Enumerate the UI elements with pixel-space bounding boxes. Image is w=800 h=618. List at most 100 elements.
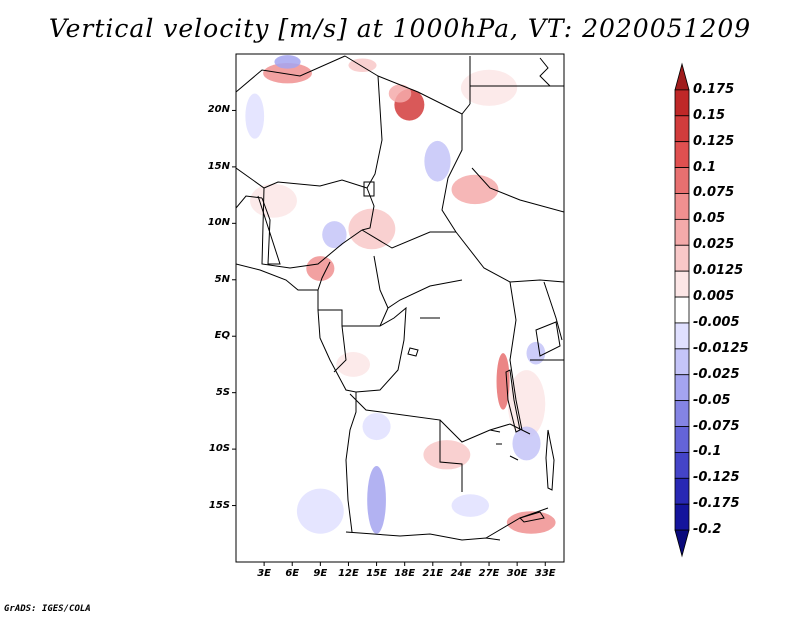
chart-title: Vertical velocity [m/s] at 1000hPa, VT: …: [48, 14, 752, 43]
lon-label: 9E: [313, 568, 328, 579]
lake-chad: [363, 181, 375, 197]
colorbar-segment: [674, 89, 690, 117]
lat-label: 15S: [208, 499, 230, 511]
lake-kariba: [519, 511, 545, 523]
blue-patch-18: [367, 466, 386, 534]
colorbar-segment: [674, 218, 690, 246]
blue-patch-21: [526, 341, 546, 365]
border-benin: [257, 195, 281, 265]
red-patch-13: [507, 370, 546, 438]
lakes-drc: [407, 317, 519, 461]
border-burkina: [236, 195, 263, 209]
border-congo-drc: [355, 306, 407, 393]
lat-label: 15N: [207, 160, 230, 172]
border-sudan-south: [471, 167, 564, 213]
lon-label: 24E: [450, 568, 472, 579]
border-chad-car: [361, 229, 456, 249]
colorbar-segment: [674, 400, 690, 427]
lon-label: 21E: [422, 568, 444, 579]
border-chad-cameroon: [361, 187, 375, 231]
lake-victoria: [535, 321, 561, 357]
colorbar-segment: [674, 141, 690, 168]
colorbar-level-label: -0.1: [693, 444, 722, 460]
lon-label: 15E: [366, 568, 387, 579]
colorbar-level-label: 0.005: [693, 289, 735, 305]
velocity-field: [245, 55, 556, 534]
colorbar-segment: [674, 322, 690, 350]
colorbar-level-label: -0.2: [693, 522, 722, 538]
border-cameroon-car: [373, 255, 463, 309]
colorbar-segment: [674, 115, 690, 143]
colorbar-segment: [674, 477, 690, 505]
colorbar-segment: [674, 426, 690, 453]
border-niger-chad: [366, 75, 383, 189]
colorbar-level-label: 0.05: [693, 211, 726, 227]
border-algeria-libya: [344, 55, 379, 77]
colorbar-segment: [674, 193, 690, 220]
lake-malawi: [545, 429, 555, 491]
colorbar-segment: [674, 270, 690, 298]
colorbar-segment: [674, 244, 690, 272]
colorbar-segment: [674, 167, 690, 194]
blue-patch-15: [424, 140, 451, 182]
colorbar-segment: [674, 529, 690, 558]
red-patch-0: [263, 63, 312, 84]
blue-patch-19: [512, 426, 541, 461]
colorbar-level-label: 0.075: [693, 185, 735, 201]
lon-label: 27E: [478, 568, 500, 579]
colorbar-segment: [674, 296, 690, 324]
red-patch-4: [460, 69, 518, 106]
colorbar-level-label: 0.175: [693, 81, 735, 97]
blue-patch-16: [245, 93, 265, 139]
lon-label: 6E: [285, 568, 300, 579]
colorbar-level-label: -0.075: [693, 418, 740, 434]
lat-label: 5N: [214, 273, 230, 285]
lon-label: 18E: [394, 568, 416, 579]
colorbar-level-label: 0.125: [693, 133, 735, 149]
red-patch-9: [496, 353, 510, 410]
lon-label: 30E: [506, 568, 528, 579]
blue-patch-17: [322, 221, 347, 249]
colorbar: [674, 62, 690, 558]
colorbar-level-label: 0.1: [693, 159, 717, 175]
country-borders: [236, 55, 564, 541]
lat-label: 20N: [207, 104, 230, 116]
blue-patch-20: [451, 494, 490, 517]
lon-label: 12E: [338, 568, 359, 579]
nile: [539, 57, 551, 87]
border-libya-sudan: [377, 75, 471, 115]
credit-text: GrADS: IGES/COLA: [4, 604, 91, 614]
border-mali-niger: [236, 167, 368, 189]
red-patch-12: [336, 352, 371, 377]
red-patch-11: [423, 440, 471, 470]
colorbar-level-label: 0.15: [693, 107, 726, 123]
colorbar-segment: [674, 503, 690, 531]
colorbar-level-label: -0.025: [693, 366, 740, 382]
colorbar-level-label: -0.0125: [693, 340, 749, 356]
border-car-sudan: [455, 231, 564, 283]
colorbar-level-label: -0.175: [693, 496, 740, 512]
border-chad-sudan: [441, 114, 463, 233]
lon-label: 3E: [257, 568, 271, 579]
colorbar-level-label: -0.125: [693, 470, 740, 486]
blue-patch-23: [362, 412, 391, 441]
blue-patch-14: [274, 55, 301, 69]
border-cameroon-gabon: [318, 307, 389, 327]
border-drc-east: [509, 281, 523, 431]
lat-label: EQ: [214, 330, 230, 342]
colorbar-level-label: -0.05: [693, 392, 731, 408]
colorbar-level-label: 0.025: [693, 237, 735, 253]
red-patch-5: [451, 174, 499, 205]
colorbar-segment: [674, 374, 690, 402]
axis-ticks: [232, 109, 546, 566]
red-patch-8: [348, 208, 396, 250]
coastline-west-africa: [236, 261, 331, 291]
border-angola-namibia: [345, 531, 501, 541]
colorbar-level-label: -0.005: [693, 314, 740, 330]
lat-label: 10N: [207, 217, 230, 229]
coastline-gulf-guinea: [317, 290, 357, 533]
lat-label: 10S: [208, 443, 230, 455]
border-angola-drc: [349, 393, 463, 492]
red-patch-6: [306, 256, 335, 281]
